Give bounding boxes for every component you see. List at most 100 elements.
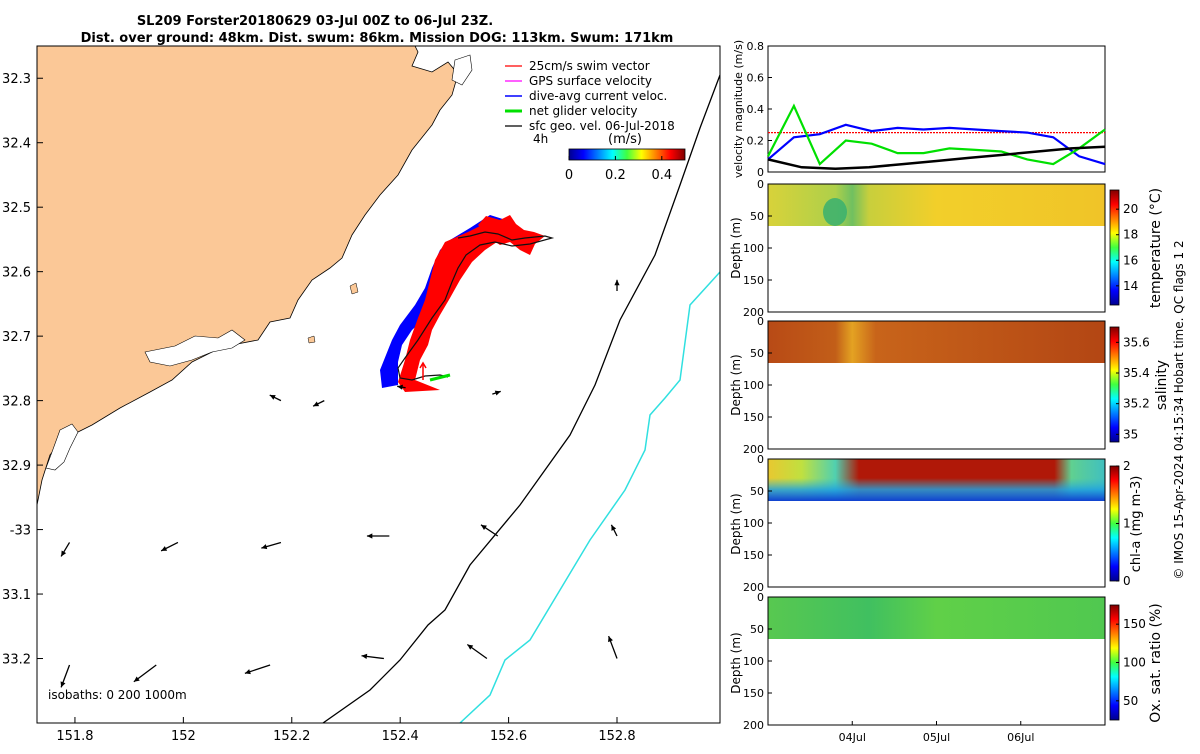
oxygen-clabel: Ox. sat. ratio (%) — [1148, 603, 1164, 722]
depth-tick-label: 150 — [743, 274, 764, 287]
footer-credit: © IMOS 15-Apr-2024 04:15:34 Hobart time.… — [1172, 240, 1186, 579]
net-glider-arrow — [429, 373, 451, 382]
chl-deep-field — [768, 478, 1105, 501]
colorbar-tick-label: 35 — [1123, 427, 1138, 441]
depth-tick-label: 150 — [743, 687, 764, 700]
time-axis: 04Jul 05Jul 06Jul — [839, 721, 1034, 744]
depth-tick-label: 0 — [757, 591, 764, 604]
colorbar-tick-label: 50 — [1123, 694, 1138, 708]
figure-title-line-1: SL209 Forster20180629 03-Jul 00Z to 06-J… — [137, 14, 493, 29]
map-y-tick-label: 33.1 — [2, 588, 31, 603]
swim-vector-swath — [398, 222, 500, 392]
salinity-field — [768, 321, 1105, 363]
depth-tick-label: 50 — [750, 623, 764, 636]
temperature-ylabel: Depth (m) — [729, 217, 743, 278]
velocity-series-line — [767, 103, 1106, 166]
depth-tick-label: 200 — [743, 443, 764, 456]
velocity-panel: 0 0.2 0.4 0.6 0.8 velocity magnitude (m/s) — [732, 40, 1106, 179]
depth-tick-label: 150 — [743, 411, 764, 424]
estuary-lagoon — [45, 423, 79, 471]
geo-vector-head — [60, 681, 66, 688]
geo-vector-head — [313, 401, 320, 407]
swim-vector-swath-east — [478, 215, 545, 255]
colorbar-tick-label: 18 — [1123, 228, 1138, 242]
geo-vector-head — [397, 384, 403, 390]
colorbar-tick-label: 14 — [1123, 279, 1138, 293]
oxygen-ylabel: Depth (m) — [729, 632, 743, 693]
velocity-series-line — [767, 123, 1106, 166]
colorbar-extra-label: 4h — [533, 132, 548, 146]
temperature-field — [768, 184, 1105, 226]
chl-panel: chl-a (mg m-3) Depth (m) 0 50 100 150 200 0 1 2 — [729, 453, 1144, 594]
velocity-series-line — [767, 145, 1106, 171]
depth-tick-label: 100 — [743, 517, 764, 530]
depth-tick-label: 0 — [757, 453, 764, 466]
map-y-tick-label: -33 — [10, 524, 31, 539]
map-y-tick-label: 32.3 — [2, 72, 31, 87]
legend-label-swim: 25cm/s swim vector — [529, 59, 650, 73]
map-x-tick-label: 151.8 — [56, 729, 93, 744]
depth-tick-label: 200 — [743, 719, 764, 732]
chl-ylabel: Depth (m) — [729, 493, 743, 554]
depth-tick-label: 0 — [757, 315, 764, 328]
geo-vector-head — [614, 279, 620, 286]
colorbar-tick-label: 0 — [1123, 574, 1131, 588]
geo-vector-head — [61, 550, 67, 557]
isobath-label: isobaths: 0 200 1000m — [48, 688, 187, 702]
colorbar-tick-label: 35.6 — [1123, 335, 1150, 349]
chl-clabel: chl-a (mg m-3) — [1129, 476, 1144, 573]
temperature-colorbar — [1109, 189, 1120, 306]
geo-vector-head — [261, 544, 268, 550]
depth-tick-label: 100 — [743, 242, 764, 255]
colorbar-tick-label: 20 — [1123, 202, 1138, 216]
salinity-ylabel: Depth (m) — [729, 354, 743, 415]
colorbar-tick-label: 1 — [1123, 517, 1131, 531]
map-x-axis: 151.8 152 152.2 152.4 152.6 152.8 — [56, 717, 636, 744]
swim-arrow-head — [419, 361, 427, 369]
legend-label-geo: sfc geo. vel. 06-Jul-2018 — [529, 119, 675, 133]
legend-label-dive-avg: dive-avg current veloc. — [529, 89, 667, 103]
geo-vector-head — [467, 644, 474, 650]
map-colorbar — [568, 148, 686, 161]
salinity-colorbar — [1109, 326, 1120, 443]
colorbar-tick-label: 0.2 — [605, 168, 626, 183]
map-x-tick-label: 152.4 — [382, 729, 419, 744]
colorbar-tick-label: 0.4 — [651, 168, 672, 183]
geo-vector-head — [133, 676, 140, 682]
geo-vector-head — [480, 524, 487, 530]
velocity-y-tick-label: 0 — [757, 166, 764, 179]
map-x-tick-label: 152.8 — [598, 729, 635, 744]
map-y-tick-label: 32.8 — [2, 395, 31, 410]
depth-tick-label: 200 — [743, 306, 764, 319]
depth-tick-label: 50 — [750, 347, 764, 360]
temperature-panel: temperature (°C) Depth (m) 0 50 100 150 200 1… — [729, 178, 1164, 319]
geo-vector-head — [161, 546, 168, 551]
map-x-tick-label: 152.6 — [490, 729, 527, 744]
land-mass — [37, 46, 459, 506]
time-tick-label: 05Jul — [923, 731, 950, 744]
map-x-tick-label: 152 — [171, 729, 196, 744]
velocity-ylabel: velocity magnitude (m/s) — [732, 40, 745, 178]
depth-tick-label: 150 — [743, 549, 764, 562]
legend-label-net: net glider velocity — [529, 104, 637, 118]
map-y-tick-label: 32.7 — [2, 330, 31, 345]
isobath-1000m — [459, 271, 720, 723]
oxygen-field — [768, 597, 1105, 639]
time-tick-label: 06Jul — [1007, 731, 1034, 744]
legend-label-gps: GPS surface velocity — [529, 74, 652, 88]
estuary-north — [451, 54, 473, 86]
geo-vector-head — [611, 524, 617, 531]
glider-track — [397, 231, 555, 381]
geo-vector-head — [269, 395, 276, 400]
colorbar-tick-label: 150 — [1123, 617, 1146, 631]
map-y-tick-label: 32.4 — [2, 137, 31, 152]
island — [349, 282, 359, 295]
colorbar-units: (m/s) — [608, 132, 642, 147]
depth-tick-label: 50 — [750, 210, 764, 223]
map-y-tick-label: 33.2 — [2, 653, 31, 668]
depth-tick-label: 100 — [743, 379, 764, 392]
velocity-y-tick-label: 0.8 — [747, 40, 765, 53]
map-panel: 151.8 152 152.2 152.4 152.6 152.8 32.332.432.… — [2, 45, 721, 744]
map-y-tick-label: 32.6 — [2, 266, 31, 281]
map-colorbar-ticks: 0 0.2 0.4 — [565, 156, 672, 183]
